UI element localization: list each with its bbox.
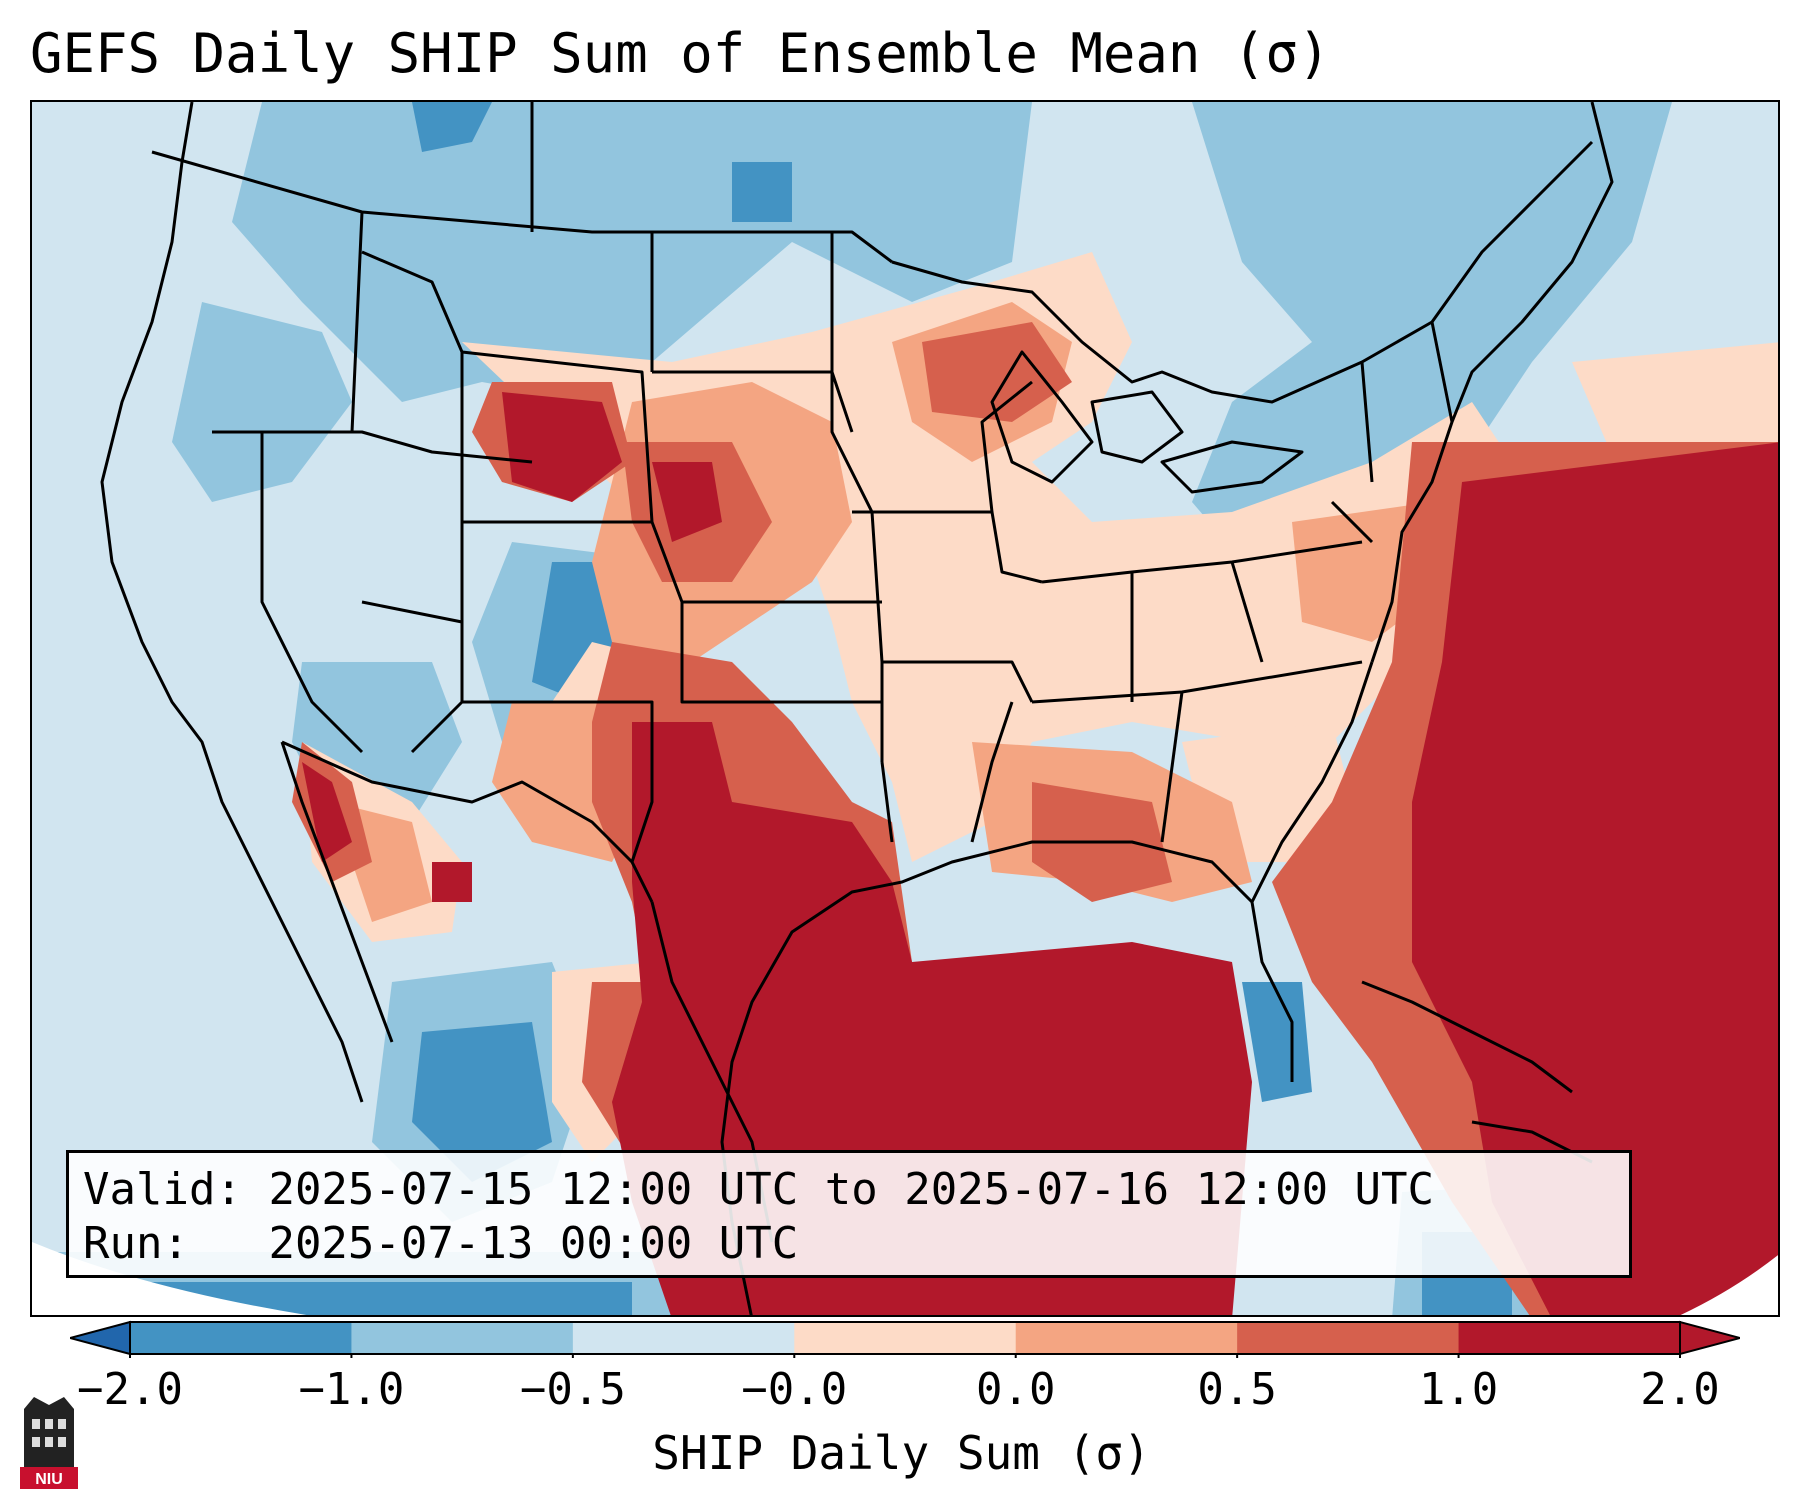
colorbar-segment <box>351 1322 574 1354</box>
geographic-borders <box>100 102 1614 1315</box>
colorbar-segment <box>130 1322 352 1354</box>
colorbar-segment <box>1458 1322 1681 1354</box>
run-label: Run: <box>83 1218 189 1269</box>
ship-field-map <box>32 102 1778 1315</box>
map-title: GEFS Daily SHIP Sum of Ensemble Mean (σ) <box>30 22 1331 85</box>
colorbar-segment <box>1015 1322 1238 1354</box>
colorbar-tick-label: 0.0 <box>975 1364 1056 1415</box>
run-row: Run: 2025-07-13 00:00 UTC <box>83 1217 1615 1271</box>
colorbar-outline <box>129 1321 1681 1355</box>
valid-row: Valid: 2025-07-15 12:00 UTC to 2025-07-1… <box>83 1163 1615 1217</box>
colorbar-tick-label: 0.5 <box>1197 1364 1277 1415</box>
colorbar <box>70 1320 1740 1358</box>
valid-run-info-box: Valid: 2025-07-15 12:00 UTC to 2025-07-1… <box>66 1150 1632 1278</box>
valid-value: 2025-07-15 12:00 UTC to 2025-07-16 12:00… <box>268 1164 1435 1215</box>
colorbar-segment <box>1237 1322 1460 1354</box>
projection-edge-right <box>1680 1255 1778 1315</box>
colorbar-segment <box>572 1322 795 1354</box>
colorbar-segment <box>794 1322 1017 1354</box>
logo-text: NIU <box>35 1471 63 1488</box>
colorbar-tick-label: 2.0 <box>1640 1364 1720 1415</box>
colorbar-label: SHIP Daily Sum (σ) <box>652 1426 1151 1480</box>
colorbar-extend-high <box>1679 1320 1740 1356</box>
valid-label: Valid: <box>83 1164 242 1215</box>
colorbar-tick-label: 1.0 <box>1418 1364 1499 1415</box>
map-panel <box>30 100 1780 1317</box>
colorbar-extend-low <box>70 1320 131 1356</box>
niu-logo-icon: NIU <box>20 1397 78 1489</box>
colorbar-tick-label: −1.0 <box>298 1364 405 1415</box>
colorbar-tick-label: −0.5 <box>519 1364 626 1415</box>
colorbar-tick-label: −0.0 <box>741 1364 848 1415</box>
run-value: 2025-07-13 00:00 UTC <box>268 1218 799 1269</box>
colorbar-tick-label: −2.0 <box>77 1364 183 1415</box>
projection-edge-left <box>32 1242 307 1315</box>
